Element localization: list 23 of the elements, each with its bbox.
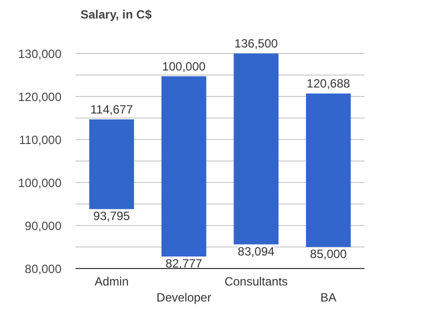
bar bbox=[89, 119, 134, 210]
y-tick-label: 80,000 bbox=[24, 262, 62, 276]
x-tick-label: Consultants bbox=[224, 274, 288, 288]
x-tick-label: Admin bbox=[94, 274, 129, 288]
annotation: 82,777 bbox=[166, 256, 203, 271]
annotation: 136,500 bbox=[234, 36, 278, 50]
x-tick-label: BA bbox=[320, 290, 336, 304]
annotation: 93,795 bbox=[93, 209, 130, 224]
annotation: 83,094 bbox=[238, 244, 275, 258]
annotation: 114,677 bbox=[90, 102, 134, 116]
x-tick-label: Developer bbox=[156, 290, 212, 304]
bar bbox=[234, 54, 279, 244]
annotation: 120,688 bbox=[306, 76, 350, 91]
y-tick-label: 130,000 bbox=[18, 47, 62, 61]
y-tick-label: 110,000 bbox=[19, 133, 62, 147]
annotation: 85,000 bbox=[310, 247, 348, 261]
y-tick-label: 90,000 bbox=[24, 219, 62, 233]
chart-title: Salary, in C$ bbox=[80, 8, 152, 22]
y-tick-label: 100,000 bbox=[18, 176, 62, 190]
bar bbox=[161, 76, 206, 257]
bar bbox=[306, 94, 351, 247]
annotation: 100,000 bbox=[162, 59, 206, 74]
y-tick-label: 120,000 bbox=[18, 90, 62, 104]
